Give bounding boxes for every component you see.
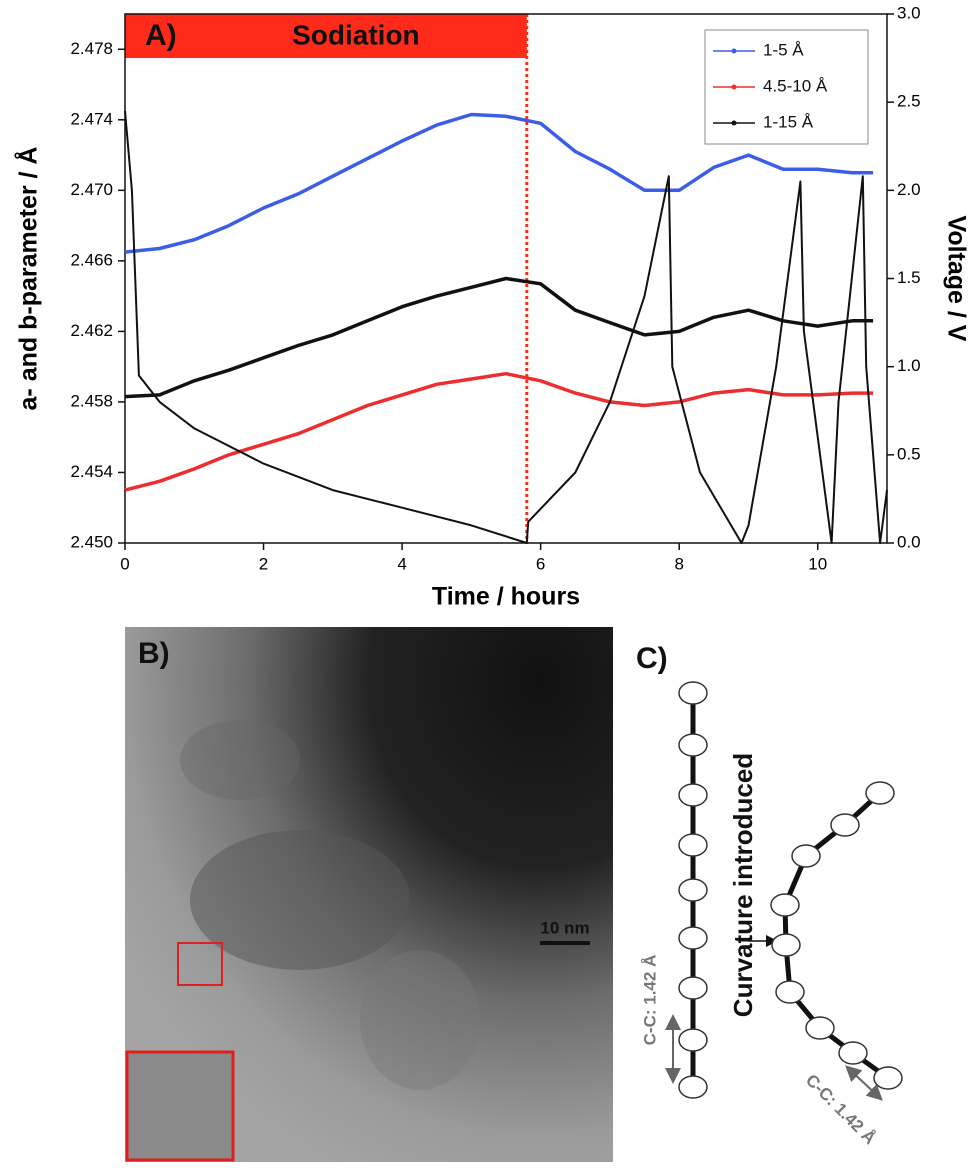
panel-label: A) xyxy=(145,19,177,52)
panel-b: B) 10 nm xyxy=(125,627,613,1162)
chart-a: Sodiation A) 0 2 4 6 8 10 2.450 2.454 2.458 2.462 2.… xyxy=(14,3,971,610)
y2-tick-label: 2.5 xyxy=(897,92,921,111)
sodiation-bar xyxy=(125,14,527,58)
atom xyxy=(791,844,821,868)
legend-label: 4.5-10 Å xyxy=(763,76,828,95)
series-line xyxy=(124,276,874,399)
bond-label: C-C: 1.42 Å xyxy=(640,955,659,1046)
panel-c: C) Curvature introduced C-C: 1.42 Å C-C:… xyxy=(636,642,903,1149)
y-tick-label: 2.458 xyxy=(70,391,113,410)
x-tick-label: 2 xyxy=(259,554,268,573)
y-axis-label: a- and b-parameter / Å xyxy=(14,147,43,411)
legend-marker xyxy=(731,120,737,126)
sodiation-label: Sodiation xyxy=(292,19,420,50)
y2-tick-label: 2.0 xyxy=(897,180,921,199)
x-axis-label: Time / hours xyxy=(432,583,580,611)
tem-feature xyxy=(180,720,300,800)
tem-feature xyxy=(190,830,410,970)
annotation: Curvature introduced xyxy=(728,753,758,1017)
zoom-box xyxy=(177,942,223,986)
atom xyxy=(678,926,708,950)
x-tick-label: 8 xyxy=(674,554,683,573)
atom xyxy=(678,783,708,807)
atom xyxy=(830,813,860,837)
atom xyxy=(678,1028,708,1052)
atom xyxy=(771,933,801,957)
bond xyxy=(782,791,890,1081)
panel-label: B) xyxy=(138,637,170,670)
atom xyxy=(678,878,708,902)
series-line xyxy=(124,112,874,254)
atom xyxy=(838,1041,868,1065)
y2-tick-label: 0.0 xyxy=(897,532,921,551)
atom xyxy=(775,980,805,1004)
legend-marker xyxy=(731,48,737,54)
scale-bar-label: 10 nm xyxy=(540,918,589,937)
series-line xyxy=(124,371,874,492)
y2-tick-label: 3.0 xyxy=(897,3,921,22)
atom xyxy=(678,833,708,857)
atom xyxy=(805,1016,835,1040)
y-tick-label: 2.474 xyxy=(70,109,113,128)
y2-tick-label: 0.5 xyxy=(897,444,921,463)
x-tick-label: 6 xyxy=(536,554,545,573)
y2-tick-label: 1.0 xyxy=(897,356,921,375)
atom xyxy=(873,1066,903,1090)
legend-label: 1-15 Å xyxy=(763,112,814,131)
y-tick-label: 2.454 xyxy=(70,462,113,481)
atom xyxy=(678,976,708,1000)
atom xyxy=(770,893,800,917)
y-tick-label: 2.462 xyxy=(70,321,113,340)
atom xyxy=(678,1075,708,1099)
panel-label: C) xyxy=(636,642,668,675)
y2-axis-label: Voltage / V xyxy=(942,216,970,342)
x-tick-label: 4 xyxy=(397,554,406,573)
x-tick-label: 0 xyxy=(120,554,129,573)
atom xyxy=(678,733,708,757)
bond-label: C-C: 1.42 Å xyxy=(802,1071,880,1149)
legend-marker xyxy=(731,84,737,90)
y2-tick-label: 1.5 xyxy=(897,268,921,287)
series-line xyxy=(124,110,888,544)
tem-feature xyxy=(360,950,480,1090)
legend-label: 1-5 Å xyxy=(763,40,804,59)
bond-arrow xyxy=(845,1065,883,1101)
atom xyxy=(865,781,895,805)
x-tick-label: 10 xyxy=(808,554,827,573)
inset xyxy=(125,1050,235,1162)
y-tick-label: 2.478 xyxy=(70,39,113,58)
y-tick-label: 2.450 xyxy=(70,532,113,551)
y-tick-label: 2.470 xyxy=(70,180,113,199)
atom xyxy=(678,681,708,705)
y-tick-label: 2.466 xyxy=(70,250,113,269)
